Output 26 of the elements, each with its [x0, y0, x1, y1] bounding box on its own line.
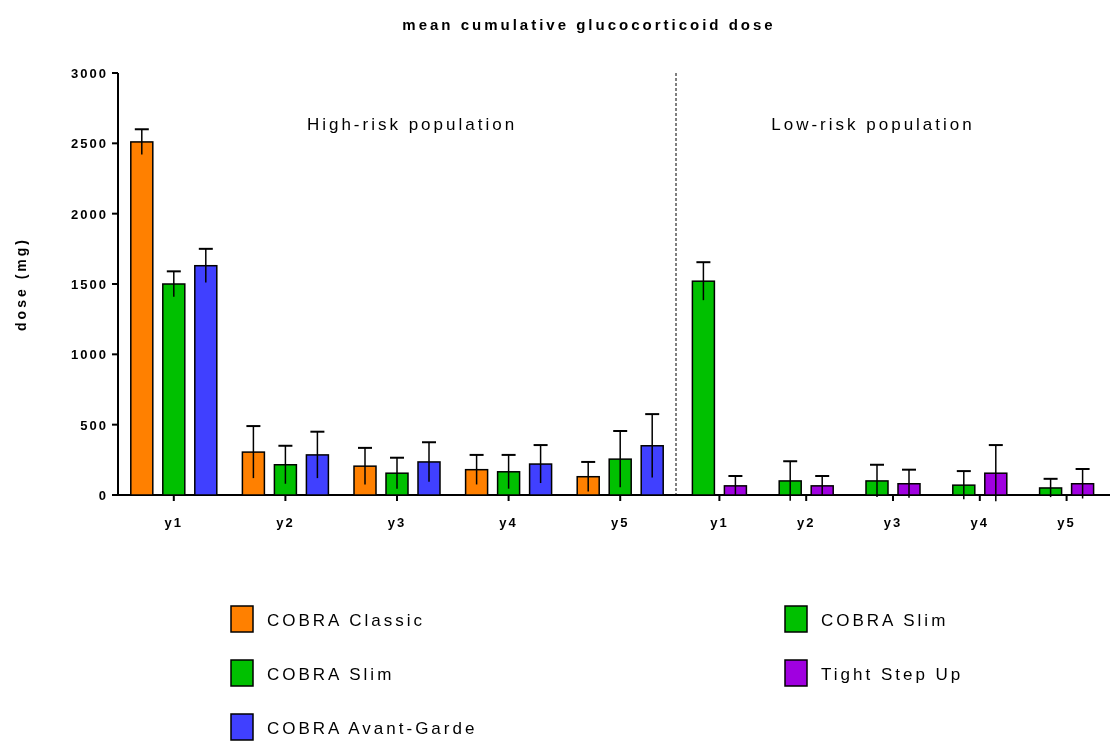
y-tick-label: 1000	[71, 347, 108, 363]
x-tick-label: y4	[499, 515, 518, 530]
x-tick-label: y3	[387, 515, 407, 530]
y-tick-label: 1500	[71, 277, 108, 292]
x-tick-label: y1	[164, 515, 184, 530]
x-tick-label: y5	[1057, 515, 1076, 530]
chart-title: mean cumulative glucocorticoid dose	[402, 16, 776, 33]
y-tick-label: 0	[98, 488, 108, 503]
legend-label: COBRA Classic	[267, 611, 426, 630]
y-axis-title: dose (mg)	[13, 237, 29, 331]
y-tick-label: 500	[80, 417, 108, 433]
annotation: High-risk population	[306, 115, 518, 134]
y-tick-label: 2500	[71, 136, 108, 152]
legend-label: COBRA Slim	[267, 665, 395, 684]
x-tick-label: y1	[710, 515, 729, 530]
annotation: Low-risk population	[771, 115, 975, 134]
y-tick-label: 2000	[71, 206, 108, 222]
legend-label: COBRA Avant-Garde	[267, 719, 478, 738]
legend-label: Tight Step Up	[821, 665, 964, 684]
x-tick-label: y2	[276, 515, 295, 530]
legend-label: COBRA Slim	[821, 611, 949, 630]
y-tick-label: 3000	[71, 66, 108, 81]
x-tick-label: y2	[796, 515, 816, 530]
x-tick-label: y3	[883, 515, 903, 530]
x-tick-label: y5	[610, 515, 630, 530]
x-tick-label: y4	[970, 515, 990, 530]
